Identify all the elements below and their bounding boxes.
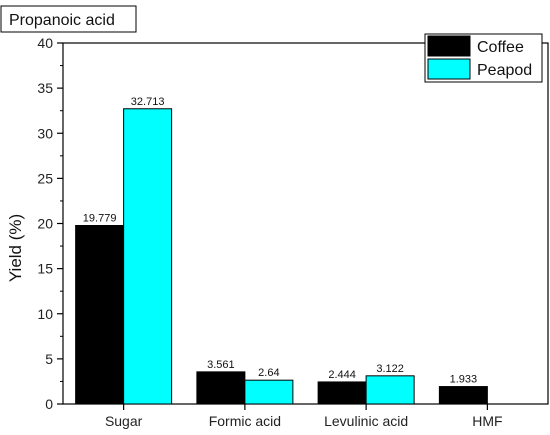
- bar-coffee: [438, 386, 488, 405]
- y-tick-label: 15: [37, 261, 53, 277]
- bar-coffee: [317, 381, 367, 405]
- data-label-coffee: 1.933: [450, 374, 478, 386]
- data-label-peapod: 3.122: [376, 363, 404, 375]
- data-label-coffee: 2.444: [328, 369, 356, 381]
- bar-coffee: [75, 224, 125, 405]
- bars-group: [75, 108, 488, 405]
- legend: Coffee Peapod: [424, 33, 543, 83]
- y-tick-label: 30: [37, 125, 53, 141]
- y-tick-label: 25: [37, 170, 53, 186]
- legend-label-peapod: Peapod: [477, 62, 532, 79]
- bar-peapod: [244, 379, 294, 405]
- data-label-peapod: 32.713: [131, 96, 165, 108]
- legend-swatch-coffee: [427, 35, 471, 57]
- legend-swatch-peapod: [427, 58, 471, 80]
- x-tick-label: Formic acid: [209, 413, 281, 429]
- bar-peapod: [123, 108, 173, 405]
- y-tick-label: 35: [37, 80, 53, 96]
- y-tick-label: 20: [37, 216, 53, 232]
- bar-coffee: [196, 371, 246, 405]
- bar-peapod: [365, 375, 415, 405]
- chart-title: Propanoic acid: [9, 12, 115, 29]
- y-tick-label: 5: [45, 351, 53, 367]
- data-label-peapod: 2.64: [258, 367, 279, 379]
- x-tick-label: Sugar: [105, 413, 143, 429]
- y-tick-label: 0: [45, 396, 53, 412]
- x-axis: Sugar Formic acid Levulinic acid HMF: [105, 404, 503, 429]
- data-label-coffee: 19.779: [83, 212, 117, 224]
- chart-title-box: Propanoic acid: [0, 5, 137, 33]
- data-label-coffee: 3.561: [207, 359, 235, 371]
- y-tick-label: 40: [37, 35, 53, 51]
- y-axis-title: Yield (%): [6, 214, 25, 282]
- y-axis: 0 5 10 15 20 25 30 35 40: [37, 35, 63, 412]
- x-tick-label: HMF: [472, 413, 502, 429]
- y-tick-label: 10: [37, 306, 53, 322]
- data-labels-group: 19.779 32.713 3.561 2.64 2.444 3.122 1.933: [83, 96, 477, 386]
- legend-label-coffee: Coffee: [477, 39, 524, 56]
- x-tick-label: Levulinic acid: [324, 413, 408, 429]
